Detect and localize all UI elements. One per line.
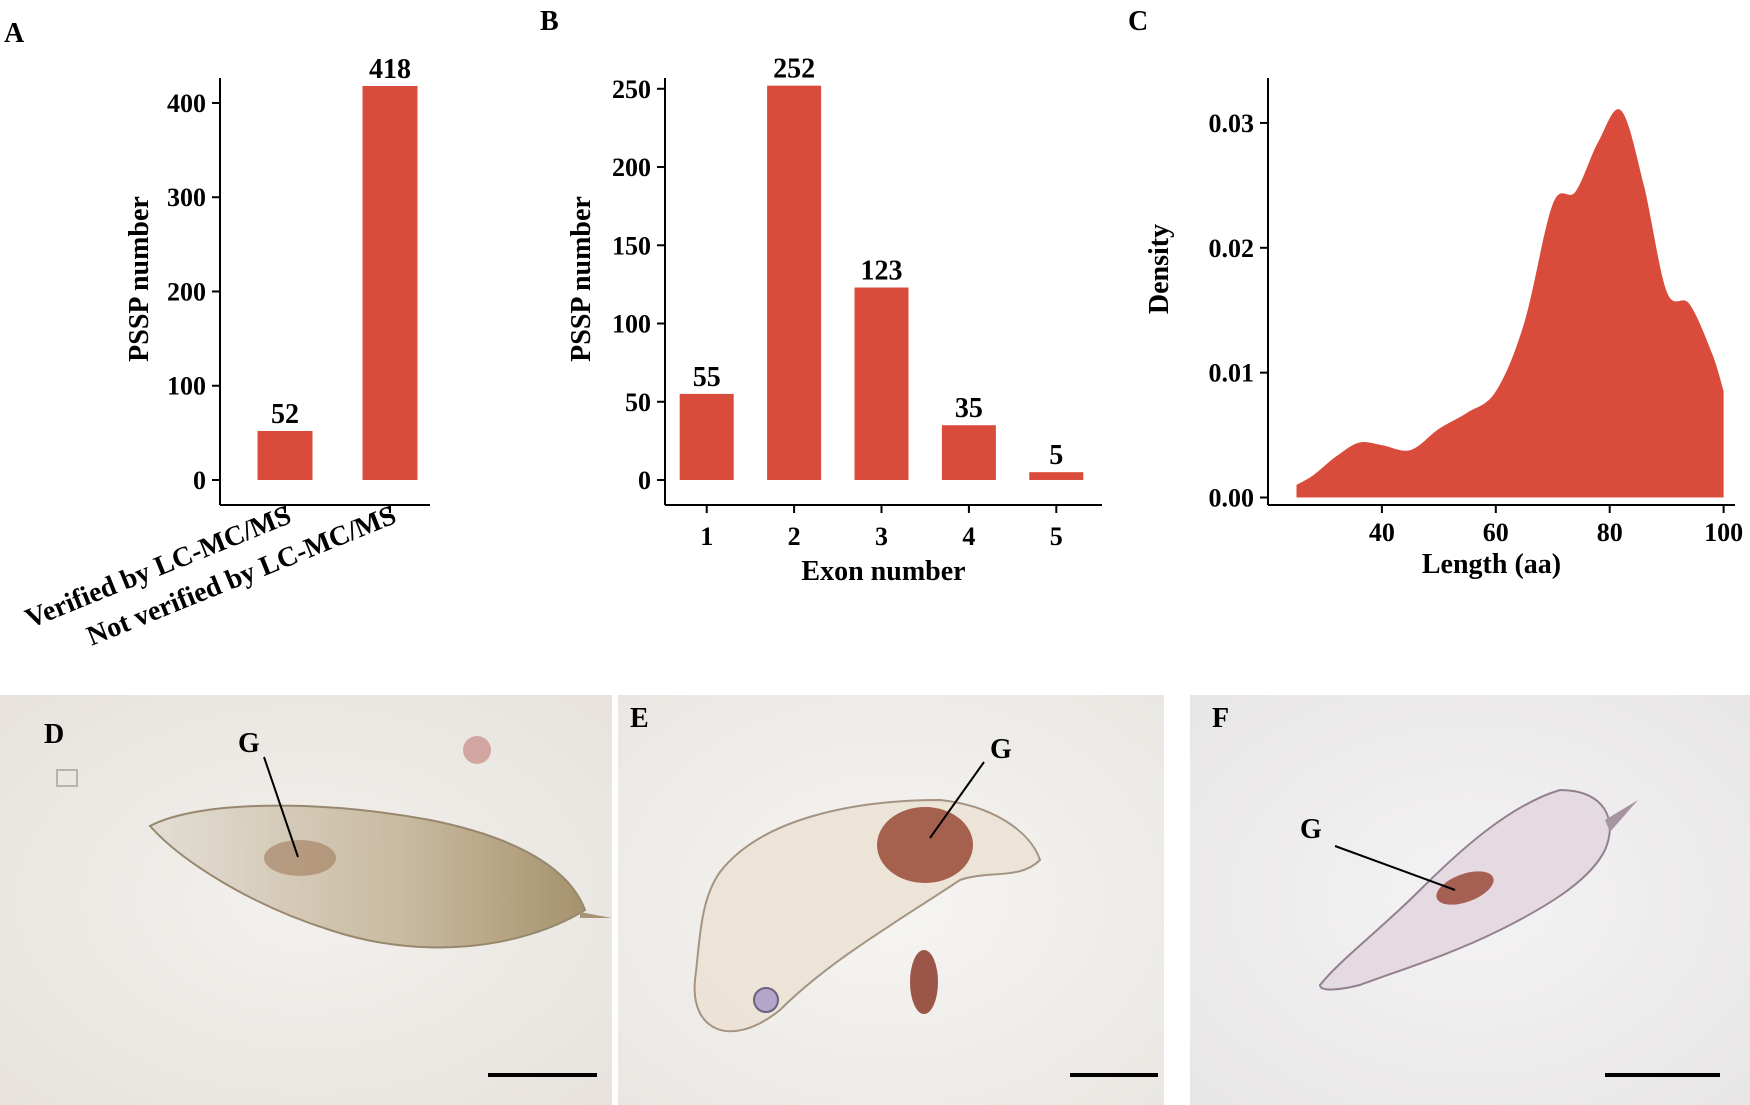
data-label: 35	[955, 393, 983, 424]
debris-d-1	[463, 736, 491, 764]
y-tick-label: 250	[612, 75, 651, 104]
bar	[767, 85, 822, 480]
x-tick-label: 60	[1483, 518, 1509, 547]
chart-c: 0.00 0.01 0.02 0.03 40 60 80 100 Length (aa) Dens…	[1144, 78, 1743, 580]
y-axis-title: PSSP number	[566, 196, 597, 362]
data-label: 52	[271, 399, 299, 430]
data-label: 418	[369, 54, 411, 85]
panel-label-f: F	[1212, 703, 1229, 734]
y-tick-label: 0.02	[1209, 234, 1255, 263]
y-tick-label: 50	[625, 388, 651, 417]
y-tick-label: 150	[612, 231, 651, 260]
y-tick-label: 300	[167, 183, 206, 212]
bar	[1029, 472, 1084, 480]
panel-label-c: C	[1128, 6, 1148, 37]
marker-g-d: G	[238, 728, 260, 759]
data-label: 123	[861, 256, 903, 287]
y-tick-label: 0.03	[1209, 109, 1255, 138]
gut-content-d	[264, 840, 336, 876]
x-tick-label: 1	[700, 522, 713, 551]
micrograph-e: G E	[618, 695, 1164, 1105]
x-axis-title: Length (aa)	[1422, 549, 1561, 580]
data-label: 252	[773, 54, 815, 85]
seed-tail-f	[1605, 800, 1638, 832]
micrograph-f: G F	[1190, 695, 1750, 1105]
y-tick-label: 100	[612, 310, 651, 339]
panel-label-a: A	[4, 18, 25, 49]
y-tick-label: 0.00	[1209, 484, 1255, 513]
seed-tail-d	[580, 912, 612, 918]
x-tick-label: 3	[875, 522, 888, 551]
bar	[679, 393, 734, 480]
panel-label-d: D	[44, 719, 64, 750]
density-area	[1296, 109, 1724, 498]
x-axis-title: Exon number	[801, 556, 965, 587]
seed-body-d	[148, 804, 587, 949]
gut-content-f	[1436, 871, 1494, 905]
pointer-line-d	[263, 756, 299, 858]
bar	[941, 425, 996, 480]
x-tick-label: 100	[1704, 518, 1743, 547]
bar	[362, 86, 418, 480]
x-tick-label: 40	[1369, 518, 1395, 547]
y-tick-label: 0	[638, 466, 651, 495]
y-tick-label: 200	[612, 153, 651, 182]
pointer-line-f	[1334, 845, 1456, 891]
y-tick-label: 200	[167, 277, 206, 306]
x-tick-label: 2	[788, 522, 801, 551]
x-tick-label: 5	[1050, 522, 1063, 551]
bar	[257, 430, 313, 480]
y-axis-title: PSSP number	[124, 196, 155, 362]
panel-label-b: B	[540, 6, 559, 37]
data-label: 5	[1049, 440, 1063, 471]
debris-e-1	[910, 950, 938, 1014]
marker-g-e: G	[990, 734, 1012, 765]
y-axis-title: Density	[1144, 224, 1175, 314]
panel-label-e: E	[630, 703, 649, 734]
bubble-e	[753, 987, 779, 1013]
x-tick-label: 80	[1597, 518, 1623, 547]
marker-g-f: G	[1300, 814, 1322, 845]
data-label: 55	[693, 362, 721, 393]
x-tick-label: 4	[962, 522, 975, 551]
y-tick-label: 0.01	[1209, 359, 1255, 388]
pointer-line-e	[929, 761, 985, 839]
y-tick-label: 0	[193, 466, 206, 495]
bar	[854, 287, 909, 480]
y-tick-label: 400	[167, 89, 206, 118]
micrograph-d: G D	[0, 695, 612, 1105]
debris-d-2	[56, 769, 78, 787]
y-tick-label: 100	[167, 372, 206, 401]
gut-content-e	[877, 807, 973, 883]
